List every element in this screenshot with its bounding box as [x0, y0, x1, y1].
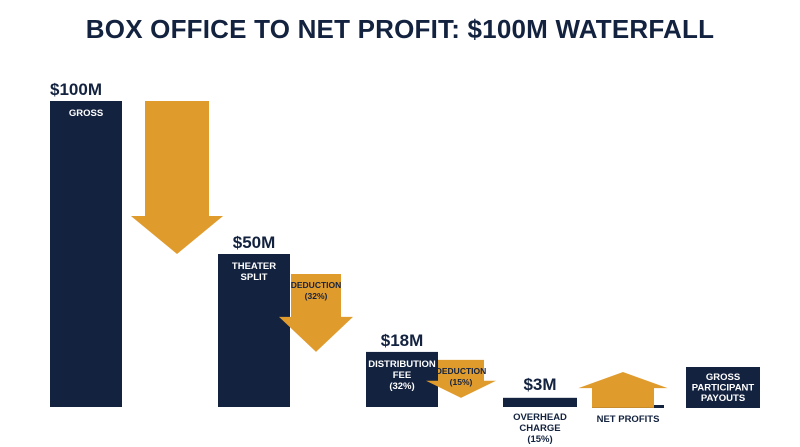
deduction-arrow-4: [578, 372, 668, 408]
deduction-label: DEDUCTION: [291, 280, 342, 290]
deduction-arrow-2: [279, 274, 353, 352]
bar-value-label: $3M: [523, 375, 556, 394]
deduction-arrow-3: [426, 359, 496, 398]
deduction-label: (15%): [450, 377, 473, 387]
bar-value-label: $100M: [50, 80, 102, 99]
bar-2: [218, 254, 290, 407]
bar-category-label: THEATER: [232, 261, 276, 272]
bar-category-label: (32%): [389, 381, 414, 392]
final-box: [686, 367, 760, 408]
bar-3: [366, 351, 438, 407]
bar-category-label: NET PROFITS: [597, 414, 660, 425]
bar-4: [503, 397, 577, 407]
final-box-label: GROSS: [706, 372, 740, 383]
bar-category-label: FEE: [393, 370, 411, 381]
chart-title: BOX OFFICE TO NET PROFIT: $100M WATERFAL…: [85, 14, 715, 44]
deduction-arrow-1: [130, 101, 224, 254]
deduction-label: DEDUCTION: [436, 366, 487, 376]
final-box-label: PAYOUTS: [701, 393, 745, 404]
bar-category-label: (15%): [527, 434, 552, 445]
bar-category-label: OVERHEAD: [513, 412, 567, 423]
bar-category-label: GROSS: [69, 108, 103, 119]
final-box-label: PARTICIPANT: [692, 383, 755, 394]
bar-value-label: $50M: [233, 233, 276, 252]
deduction-label: (32%): [305, 291, 328, 301]
bar-category-label: DISTRIBUTION: [368, 359, 436, 370]
bar-value-label: $18M: [381, 331, 424, 350]
bar-category-label: SPLIT: [241, 272, 268, 283]
bar-category-label: CHARGE: [519, 423, 560, 434]
bar-1: [50, 101, 122, 407]
